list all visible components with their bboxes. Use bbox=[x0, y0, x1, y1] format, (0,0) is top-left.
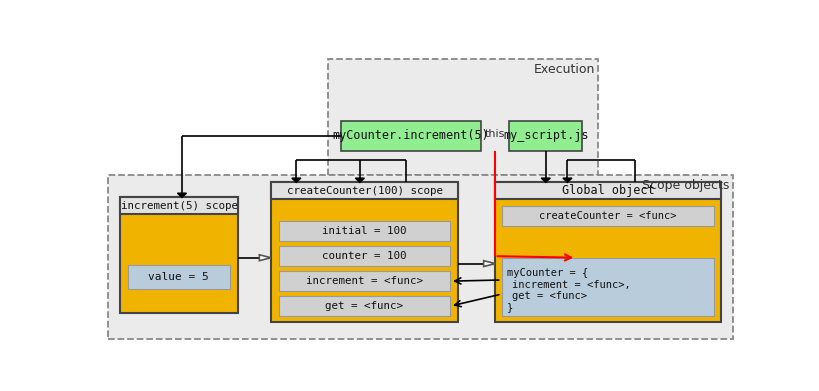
FancyBboxPatch shape bbox=[278, 271, 450, 291]
Text: increment = <func>,: increment = <func>, bbox=[511, 280, 630, 290]
FancyBboxPatch shape bbox=[509, 121, 581, 151]
FancyBboxPatch shape bbox=[341, 121, 480, 151]
FancyBboxPatch shape bbox=[278, 221, 450, 241]
FancyBboxPatch shape bbox=[501, 258, 713, 316]
FancyBboxPatch shape bbox=[270, 182, 458, 323]
Text: counter = 100: counter = 100 bbox=[322, 251, 406, 261]
Text: Scope objects: Scope objects bbox=[641, 179, 729, 192]
Polygon shape bbox=[483, 261, 495, 267]
Text: myCounter = {: myCounter = { bbox=[506, 268, 587, 278]
Text: get = <func>: get = <func> bbox=[325, 301, 403, 311]
FancyBboxPatch shape bbox=[120, 197, 238, 214]
Polygon shape bbox=[292, 178, 301, 182]
Text: myCounter.increment(5): myCounter.increment(5) bbox=[332, 129, 488, 142]
Polygon shape bbox=[259, 255, 270, 261]
Text: createCounter = <func>: createCounter = <func> bbox=[539, 211, 676, 221]
Text: my_script.js: my_script.js bbox=[502, 129, 588, 142]
Text: createCounter(100) scope: createCounter(100) scope bbox=[287, 186, 442, 196]
Polygon shape bbox=[177, 193, 186, 197]
Text: Execution: Execution bbox=[533, 63, 595, 77]
Text: increment(5) scope: increment(5) scope bbox=[120, 201, 238, 211]
Polygon shape bbox=[355, 178, 364, 182]
FancyBboxPatch shape bbox=[278, 246, 450, 266]
Text: increment = <func>: increment = <func> bbox=[305, 276, 423, 286]
Polygon shape bbox=[562, 178, 572, 182]
Text: value = 5: value = 5 bbox=[148, 272, 209, 282]
FancyBboxPatch shape bbox=[328, 59, 598, 175]
FancyBboxPatch shape bbox=[128, 265, 229, 289]
Text: this: this bbox=[484, 129, 505, 139]
Text: }: } bbox=[506, 302, 513, 312]
FancyBboxPatch shape bbox=[278, 296, 450, 316]
Text: Global object: Global object bbox=[561, 184, 654, 197]
FancyBboxPatch shape bbox=[501, 206, 713, 226]
FancyBboxPatch shape bbox=[107, 175, 732, 339]
FancyBboxPatch shape bbox=[495, 182, 720, 199]
FancyBboxPatch shape bbox=[270, 182, 458, 199]
FancyBboxPatch shape bbox=[120, 197, 238, 313]
Polygon shape bbox=[541, 178, 550, 182]
Text: initial = 100: initial = 100 bbox=[322, 226, 406, 236]
FancyBboxPatch shape bbox=[495, 182, 720, 323]
Text: get = <func>: get = <func> bbox=[511, 291, 586, 301]
